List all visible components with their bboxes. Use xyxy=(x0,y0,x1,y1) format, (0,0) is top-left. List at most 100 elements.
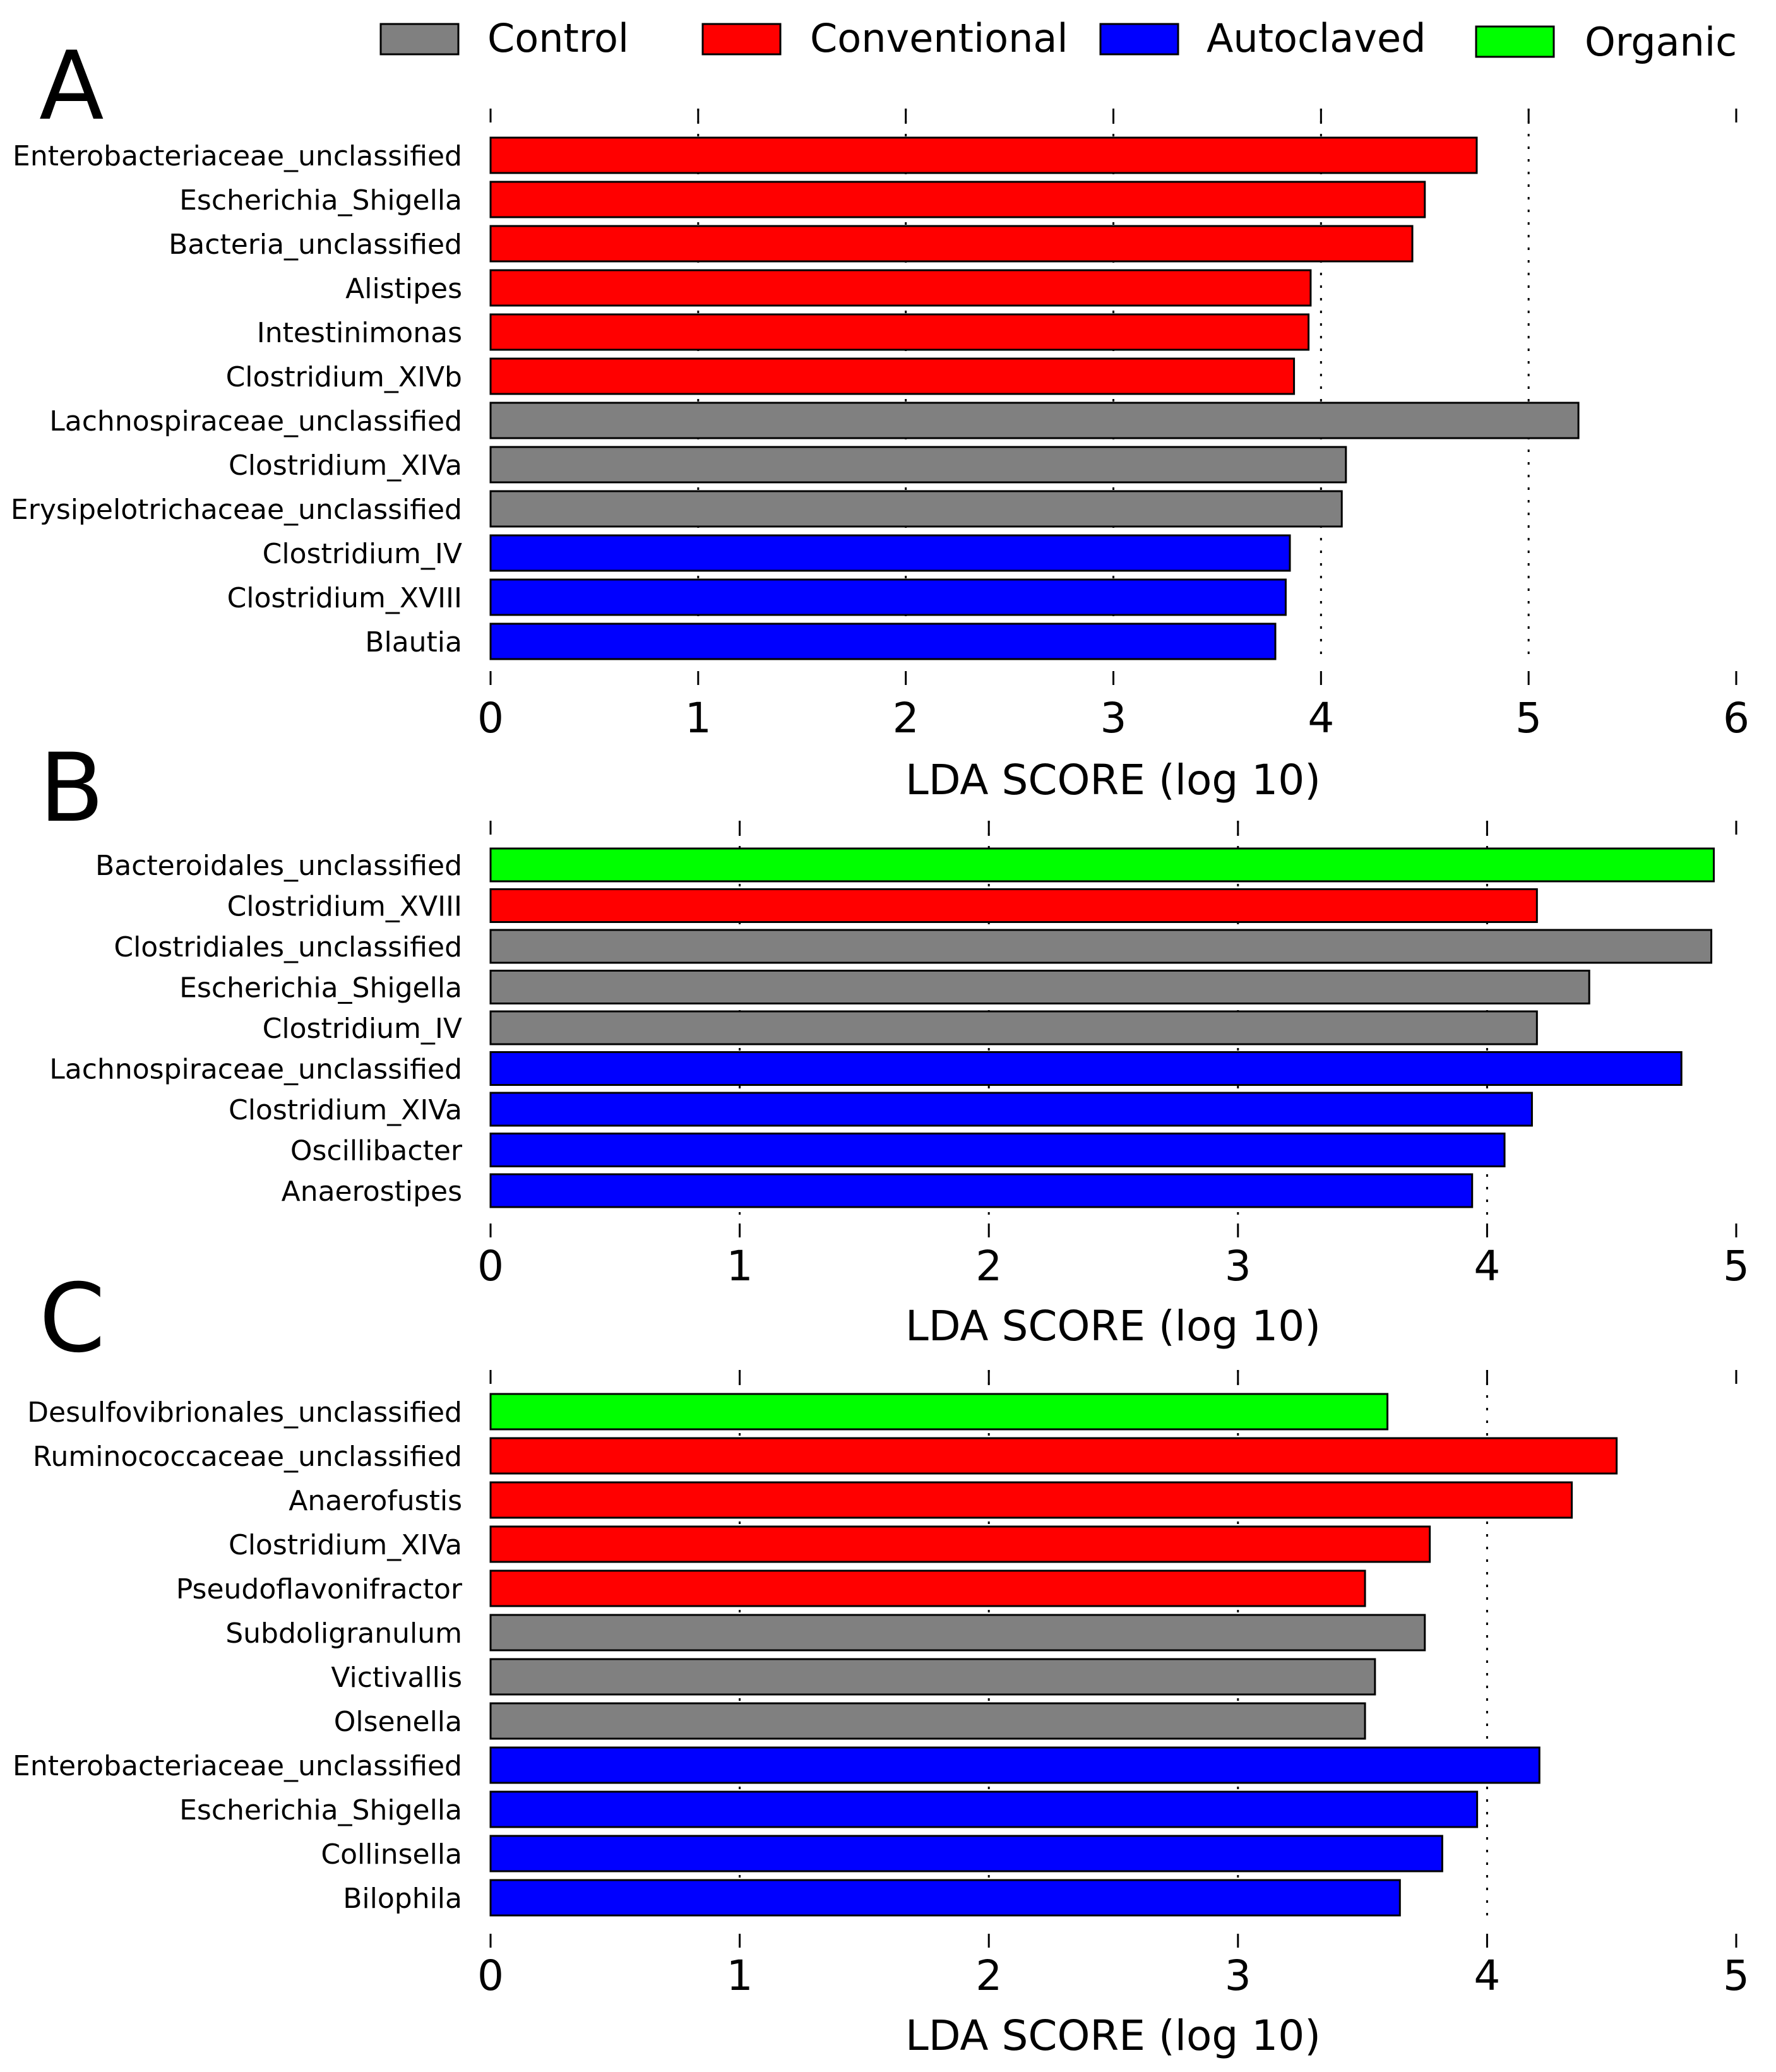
panel-a: A Enterobacteriaceae_unclassified Escheri… xyxy=(11,32,1749,804)
tick-label: 1 xyxy=(727,1242,753,1290)
legend-swatch-organic xyxy=(1475,25,1555,58)
tick-label: 1 xyxy=(727,1951,753,2000)
category-label: Clostridium_IV xyxy=(263,538,462,570)
bar xyxy=(489,357,1296,395)
category-label: Clostridium_XIVa xyxy=(229,450,462,482)
tick-label: 5 xyxy=(1723,1951,1749,2000)
legend-swatch-control xyxy=(379,23,460,56)
category-label: Pseudoflavonifractor xyxy=(176,1573,463,1605)
tick-label: 4 xyxy=(1474,1951,1500,2000)
tick-label: 6 xyxy=(1723,694,1749,742)
category-label: Escherichia_Shigella xyxy=(179,184,462,217)
category-label: Clostridium_IV xyxy=(263,1013,462,1045)
panel-letter-c: C xyxy=(39,1264,105,1374)
tick-label: 5 xyxy=(1515,694,1542,742)
category-label: Victivallis xyxy=(331,1662,462,1694)
bar xyxy=(489,225,1414,263)
category-label: Enterobacteriaceae_unclassified xyxy=(13,140,462,172)
tick-label: 0 xyxy=(477,1951,504,2000)
category-label: Oscillibacter xyxy=(290,1135,463,1167)
tick-label: 3 xyxy=(1100,694,1127,742)
category-label: Collinsella xyxy=(321,1838,462,1871)
tick-label: 0 xyxy=(477,694,504,742)
bar xyxy=(489,446,1347,484)
bar xyxy=(489,1010,1538,1045)
bar xyxy=(489,313,1310,351)
bar xyxy=(489,1525,1431,1563)
panel-b-ticks: 0 1 2 3 4 5 xyxy=(477,821,1749,1290)
tick-label: 2 xyxy=(893,694,919,742)
tick-label: 4 xyxy=(1308,694,1334,742)
legend-label-conventional: Conventional xyxy=(810,15,1068,61)
bar xyxy=(489,1614,1426,1652)
legend-item-autoclaved: Autoclaved xyxy=(1099,15,1426,61)
category-label: Bilophila xyxy=(343,1883,462,1915)
panel-b: B Bacteroidales_unclassified Clostridium_… xyxy=(39,734,1749,1350)
legend-swatch-conventional xyxy=(701,23,782,56)
bar xyxy=(489,1481,1573,1519)
legend-item-conventional: Conventional xyxy=(701,15,1068,61)
bar xyxy=(489,1790,1479,1828)
category-label: Olsenella xyxy=(334,1706,462,1738)
panel-a-bars xyxy=(489,136,1580,660)
panel-c-bars xyxy=(489,1393,1618,1917)
tick-label: 2 xyxy=(975,1242,1002,1290)
category-label: Ruminococcaceae_unclassified xyxy=(33,1441,462,1473)
bar xyxy=(489,1173,1474,1208)
category-label: Clostridiales_unclassified xyxy=(114,931,462,963)
bar xyxy=(489,1746,1541,1784)
bar xyxy=(489,534,1291,572)
category-label: Subdoligranulum xyxy=(225,1617,462,1650)
bar xyxy=(489,1133,1506,1167)
category-label: Clostridium_XIVa xyxy=(229,1529,462,1561)
panel-c-labels: Desulfovibrionales_unclassified Ruminococ… xyxy=(13,1396,463,1915)
panel-c: C Desulfovibrionales_unclassified Ruminoc… xyxy=(13,1264,1749,2060)
category-label: Lachnospiraceae_unclassified xyxy=(49,1054,462,1086)
legend: Control Conventional Autoclaved Organic xyxy=(379,15,1737,65)
category-label: Intestinimonas xyxy=(257,317,462,349)
tick-label: 1 xyxy=(685,694,712,742)
category-label: Clostridium_XVIII xyxy=(227,582,462,614)
tick-label: 0 xyxy=(477,1242,504,1290)
bar xyxy=(489,970,1590,1004)
bar xyxy=(489,888,1538,923)
category-label: Enterobacteriaceae_unclassified xyxy=(13,1750,462,1782)
bar xyxy=(489,1835,1443,1873)
legend-label-autoclaved: Autoclaved xyxy=(1207,15,1426,61)
bar xyxy=(489,578,1287,616)
bar xyxy=(489,1051,1683,1086)
category-label: Anaerofustis xyxy=(289,1485,462,1517)
panel-c-axis-title: LDA SCORE (log 10) xyxy=(905,2011,1321,2060)
panel-b-bars xyxy=(489,847,1715,1208)
category-label: Clostridium_XIVa xyxy=(229,1094,462,1126)
category-label: Anaerostipes xyxy=(282,1176,462,1208)
bar xyxy=(489,847,1715,883)
panel-a-labels: Enterobacteriaceae_unclassified Escherich… xyxy=(11,140,462,658)
bar xyxy=(489,1658,1376,1696)
tick-label: 2 xyxy=(975,1951,1002,2000)
panel-b-labels: Bacteroidales_unclassified Clostridium_XV… xyxy=(49,850,463,1208)
category-label: Escherichia_Shigella xyxy=(179,972,462,1004)
category-label: Bacteria_unclassified xyxy=(169,229,462,261)
category-label: Desulfovibrionales_unclassified xyxy=(27,1396,462,1429)
tick-label: 3 xyxy=(1225,1951,1251,2000)
legend-label-control: Control xyxy=(487,15,629,61)
bar xyxy=(489,929,1713,964)
bar xyxy=(489,136,1478,174)
bar xyxy=(489,181,1426,218)
panel-letter-a: A xyxy=(39,32,104,141)
panel-b-axis-title: LDA SCORE (log 10) xyxy=(905,1302,1321,1350)
category-label: Bacteroidales_unclassified xyxy=(95,850,462,882)
bar xyxy=(489,1702,1366,1740)
category-label: Blautia xyxy=(365,626,462,658)
legend-item-organic: Organic xyxy=(1475,19,1737,65)
category-label: Escherichia_Shigella xyxy=(179,1794,462,1826)
category-label: Erysipelotrichaceae_unclassified xyxy=(11,494,462,526)
panel-letter-b: B xyxy=(39,734,104,843)
legend-label-organic: Organic xyxy=(1585,19,1737,65)
category-label: Clostridium_XIVb xyxy=(226,361,462,393)
bar xyxy=(489,269,1312,307)
bar xyxy=(489,1092,1533,1127)
bar xyxy=(489,490,1343,528)
